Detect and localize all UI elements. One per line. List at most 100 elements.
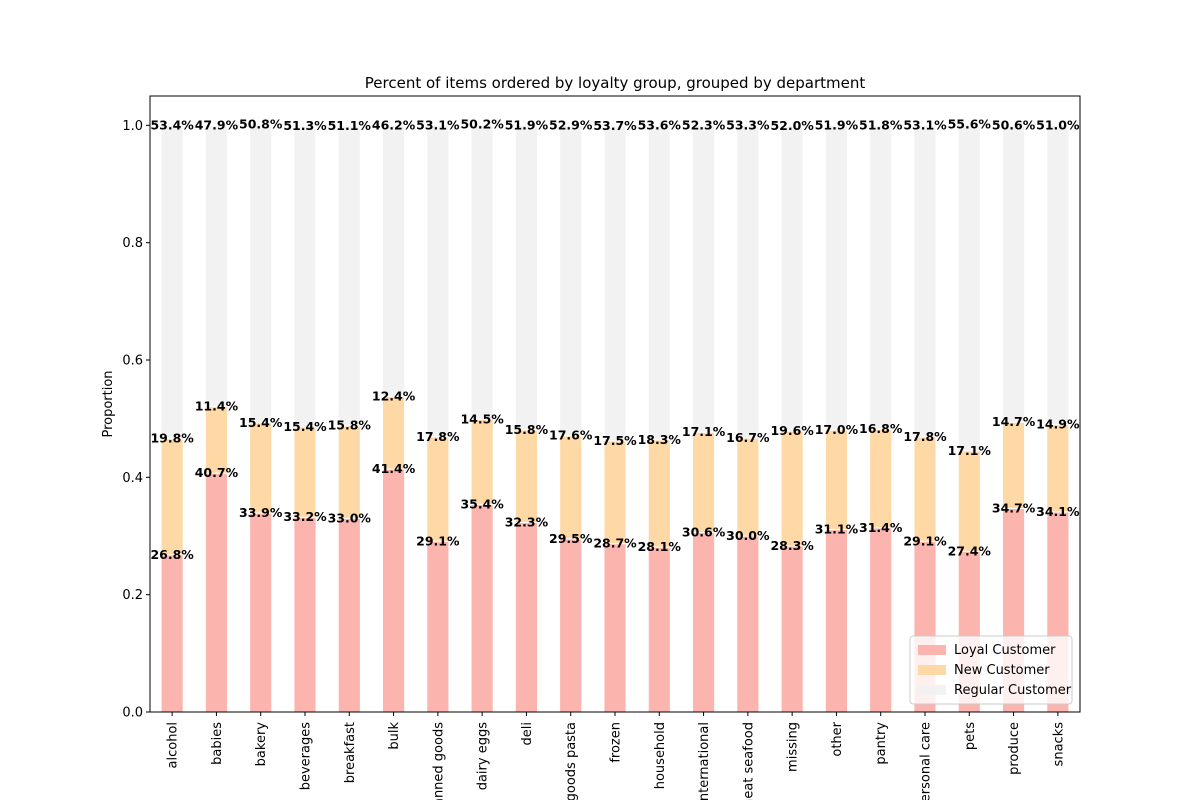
- value-label: 31.4%: [859, 520, 903, 535]
- value-label: 33.2%: [283, 509, 327, 524]
- value-label: 35.4%: [460, 496, 504, 511]
- bar-segment: [160, 438, 184, 556]
- bar-segment: [293, 516, 317, 713]
- bar-segment: [382, 124, 406, 397]
- bar-segment: [736, 437, 760, 537]
- bar-segment: [692, 531, 716, 713]
- bar-segment: [824, 124, 848, 431]
- bar-segment: [249, 422, 273, 514]
- bar-segment: [957, 124, 981, 452]
- legend-label: Loyal Customer: [954, 643, 1056, 658]
- value-label: 11.4%: [195, 398, 239, 413]
- x-tick-label: international: [697, 722, 712, 800]
- bar-segment: [913, 124, 937, 438]
- bar-segment: [293, 125, 317, 428]
- value-label: 18.3%: [638, 432, 682, 447]
- value-label: 19.8%: [150, 431, 194, 446]
- value-label: 17.0%: [815, 422, 859, 437]
- value-label: 26.8%: [150, 547, 194, 562]
- bar-segment: [869, 124, 893, 430]
- legend-swatch: [918, 645, 946, 655]
- y-tick-label: 0.0: [122, 706, 143, 721]
- bar-segment: [736, 535, 760, 713]
- value-label: 28.1%: [638, 539, 682, 554]
- value-label: 53.6%: [638, 117, 682, 132]
- x-tick-label: bulk: [387, 722, 402, 750]
- bar-segment: [869, 527, 893, 713]
- value-label: 14.5%: [460, 411, 504, 426]
- bar-segment: [647, 124, 671, 441]
- bar-segment: [559, 435, 583, 540]
- x-tick-label: babies: [210, 722, 225, 765]
- value-label: 33.0%: [328, 510, 372, 525]
- value-label: 16.8%: [859, 421, 903, 436]
- y-tick-label: 0.6: [122, 354, 143, 369]
- chart-title: Percent of items ordered by loyalty grou…: [365, 74, 866, 92]
- bar-segment: [1046, 124, 1070, 426]
- bar-segment: [780, 545, 804, 713]
- x-tick-label: snacks: [1051, 722, 1066, 767]
- value-label: 32.3%: [505, 515, 549, 530]
- bar-segment: [603, 125, 627, 442]
- x-tick-label: deli: [520, 722, 535, 745]
- bar-segment: [382, 395, 406, 470]
- value-label: 15.8%: [328, 418, 372, 433]
- bar-segment: [337, 425, 361, 519]
- y-tick-label: 1.0: [122, 119, 143, 134]
- bar-segment: [337, 125, 361, 427]
- bar-segment: [426, 124, 450, 438]
- value-label: 30.0%: [726, 528, 770, 543]
- x-tick-label: bakery: [254, 722, 269, 767]
- y-tick-label: 0.8: [122, 236, 143, 251]
- legend-swatch: [918, 665, 946, 675]
- value-label: 47.9%: [195, 117, 239, 132]
- x-tick-label: alcohol: [166, 722, 181, 768]
- value-label: 34.7%: [992, 500, 1036, 515]
- bar-segment: [692, 124, 716, 433]
- bar-segment: [382, 468, 406, 713]
- bar-segment: [337, 517, 361, 713]
- bar-segment: [559, 124, 583, 437]
- value-label: 29.5%: [549, 531, 593, 546]
- bar-segment: [426, 540, 450, 713]
- value-label: 30.6%: [682, 524, 726, 539]
- x-tick-label: produce: [1007, 722, 1022, 775]
- value-label: 17.6%: [549, 428, 593, 443]
- value-label: 14.7%: [992, 414, 1036, 429]
- bar-segment: [1002, 124, 1026, 423]
- x-tick-label: pantry: [874, 722, 889, 765]
- bar-segment: [913, 436, 937, 542]
- value-label: 53.7%: [593, 118, 637, 133]
- value-label: 40.7%: [195, 465, 239, 480]
- x-tick-label: household: [653, 722, 668, 789]
- bar-segment: [204, 405, 229, 474]
- bar-segment: [957, 450, 981, 552]
- x-tick-label: meat seafood: [741, 722, 756, 800]
- value-label: 27.4%: [948, 543, 992, 558]
- bar-segment: [470, 503, 494, 713]
- y-axis-label: Proportion: [101, 370, 116, 437]
- value-label: 51.1%: [328, 118, 372, 133]
- value-label: 53.4%: [150, 117, 194, 132]
- bar-segment: [160, 554, 184, 713]
- value-label: 29.1%: [903, 533, 947, 548]
- value-label: 17.8%: [416, 429, 460, 444]
- bar-segment: [426, 436, 450, 542]
- x-tick-label: pets: [963, 722, 978, 750]
- bar-segment: [293, 426, 317, 518]
- value-label: 16.7%: [726, 430, 770, 445]
- bar-segment: [736, 124, 760, 439]
- value-label: 17.5%: [593, 433, 637, 448]
- value-label: 51.9%: [505, 117, 549, 132]
- bar-segment: [603, 440, 627, 545]
- value-label: 50.6%: [992, 117, 1036, 132]
- x-tick-label: dry goods pasta: [564, 722, 579, 800]
- bar-segment: [1046, 424, 1070, 513]
- value-label: 55.6%: [948, 117, 992, 132]
- value-label: 17.1%: [682, 424, 726, 439]
- bar-segment: [559, 538, 583, 713]
- bar-segment: [204, 472, 229, 713]
- x-tick-label: missing: [786, 722, 801, 772]
